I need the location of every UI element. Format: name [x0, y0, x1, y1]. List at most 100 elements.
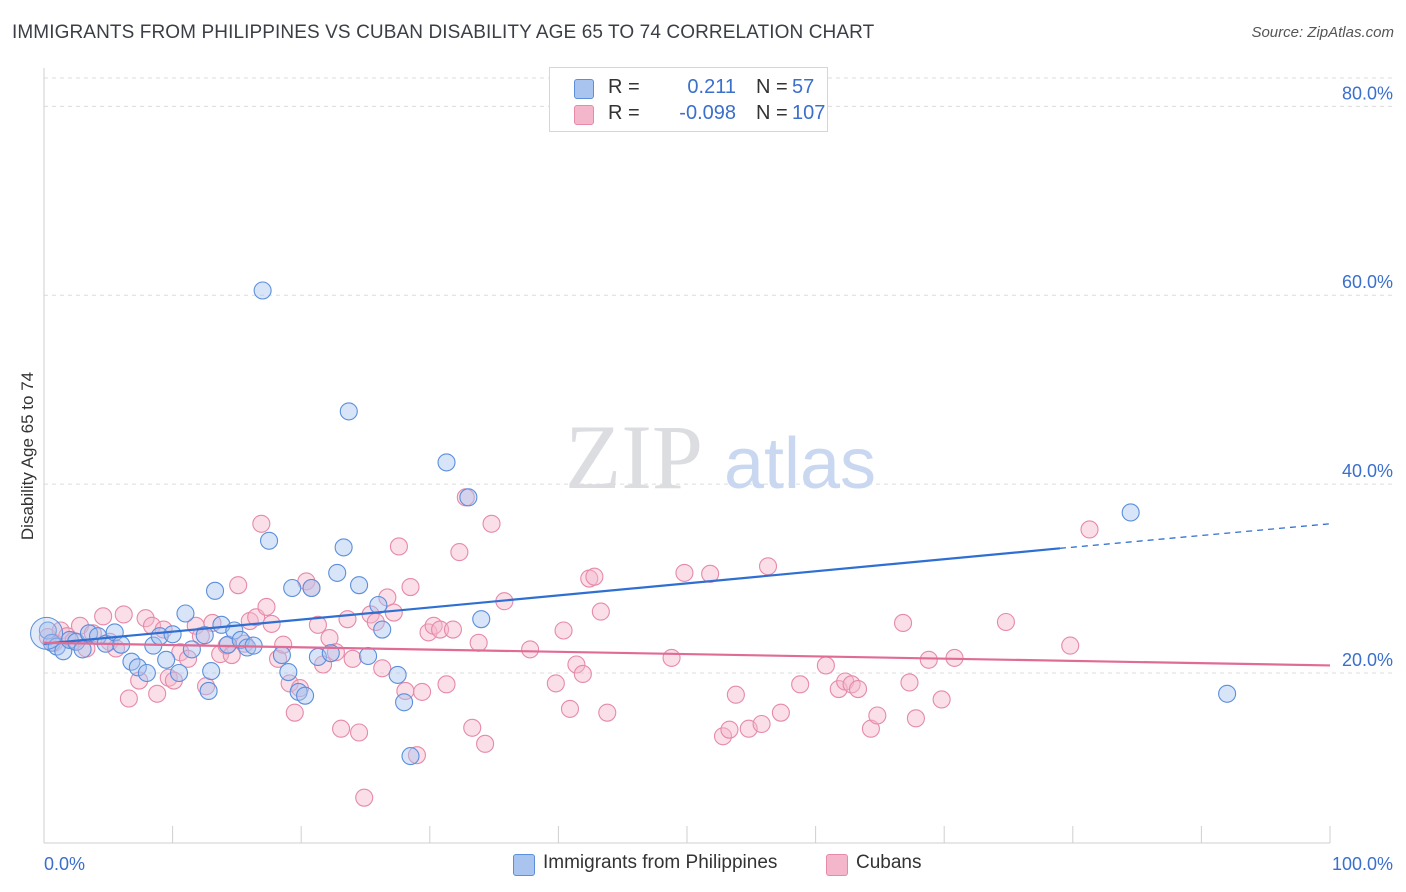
cubans-point	[919, 650, 938, 669]
cubans-point	[384, 603, 403, 622]
y-tick-label: 80.0%	[1342, 83, 1393, 103]
cubans-point	[338, 610, 357, 629]
legend-swatch-cubans	[574, 105, 594, 125]
philippines-point	[1218, 684, 1237, 703]
cubans-point	[771, 703, 790, 722]
cubans-point	[560, 699, 580, 718]
philippines-point	[395, 693, 414, 712]
cubans-point	[413, 682, 432, 701]
philippines-point	[283, 578, 302, 598]
philippines-points	[30, 281, 1237, 766]
y-tick-label: 20.0%	[1342, 650, 1393, 670]
cubans-point	[701, 564, 720, 583]
cubans-point	[567, 655, 586, 674]
philippines-point	[199, 681, 218, 700]
cubans-point	[257, 597, 276, 616]
philippines-point	[157, 650, 176, 669]
cubans-point	[1061, 636, 1080, 655]
philippines-point	[272, 646, 291, 665]
cubans-point	[94, 607, 113, 626]
cubans-point	[308, 615, 327, 634]
cubans-point	[591, 602, 610, 621]
cubans-point	[791, 675, 810, 694]
legend-n-value: 107	[792, 102, 826, 124]
philippines-point	[401, 747, 420, 766]
cubans-point	[431, 620, 450, 639]
philippines-point	[253, 281, 272, 300]
cubans-point	[148, 684, 167, 703]
cubans-point	[900, 673, 919, 692]
cubans-point	[401, 578, 420, 597]
cubans-point	[343, 649, 362, 668]
cubans-point	[720, 720, 739, 739]
cubans-point	[906, 709, 925, 728]
bottom-legend-swatch-cubans	[826, 854, 848, 876]
cubans-point	[662, 648, 681, 667]
cubans-point	[675, 563, 694, 582]
cubans-point	[521, 640, 540, 659]
legend-n-label: N =	[756, 76, 788, 98]
cubans-point	[848, 680, 868, 699]
cubans-point	[752, 714, 771, 734]
cubans-point	[171, 643, 190, 662]
cubans-points	[38, 488, 1099, 807]
philippines-point	[296, 686, 315, 705]
cubans-point	[332, 719, 351, 738]
philippines-point	[459, 488, 478, 507]
cubans-point	[285, 703, 304, 722]
cubans-point	[159, 668, 178, 687]
philippines-point	[369, 595, 388, 615]
philippines-point	[169, 663, 189, 683]
cubans-point	[407, 746, 426, 765]
y-axis-label: Disability Age 65 to 74	[18, 371, 37, 541]
cubans-point	[598, 703, 617, 722]
cubans-point	[437, 675, 456, 694]
philippines-point	[437, 453, 456, 472]
y-tick-label: 60.0%	[1342, 272, 1393, 292]
philippines-point	[388, 665, 407, 684]
cubans-point	[178, 649, 198, 668]
cubans-point	[713, 727, 733, 746]
philippines-point	[202, 662, 221, 681]
philippines-point	[472, 610, 491, 629]
cubans-point	[469, 633, 488, 652]
cubans-point	[463, 718, 482, 737]
cubans-point	[114, 605, 133, 624]
philippines-point	[195, 626, 214, 645]
cubans-point	[378, 588, 397, 607]
cubans-point	[893, 613, 913, 632]
watermark: ZIP atlas	[565, 406, 876, 508]
source-label: Source: ZipAtlas.com	[1251, 24, 1394, 41]
philippines-point	[373, 620, 392, 639]
philippines-point	[259, 531, 279, 550]
legend-swatch-philippines	[574, 79, 594, 99]
philippines-point	[163, 625, 182, 644]
cubans-point	[868, 706, 887, 725]
cubans-point	[119, 689, 138, 708]
cubans-point	[554, 621, 573, 640]
trend-lines	[43, 523, 1331, 667]
cubans-point	[252, 514, 271, 533]
cubans-point	[355, 788, 374, 807]
philippines-point	[339, 402, 358, 421]
philippines-point	[279, 663, 298, 682]
philippines-point	[176, 604, 195, 623]
cubans-point	[816, 656, 835, 675]
cubans-point	[573, 664, 592, 683]
cubans-point	[758, 557, 778, 576]
watermark-atlas: atlas	[724, 424, 876, 504]
cubans-point	[373, 659, 392, 678]
legend-r-label: R =	[608, 76, 640, 98]
legend-n-label: N =	[756, 102, 788, 124]
cubans-point	[476, 734, 495, 753]
x-tick-label: 0.0%	[44, 854, 85, 874]
philippines-point	[334, 538, 353, 557]
cubans-point	[229, 576, 248, 595]
cubans-point	[136, 609, 155, 628]
cubans-point	[83, 624, 102, 643]
cubans-point	[996, 612, 1015, 632]
cubans-trend-line	[43, 641, 1331, 667]
cubans-point	[1080, 520, 1099, 539]
watermark-zip: ZIP	[565, 406, 703, 508]
